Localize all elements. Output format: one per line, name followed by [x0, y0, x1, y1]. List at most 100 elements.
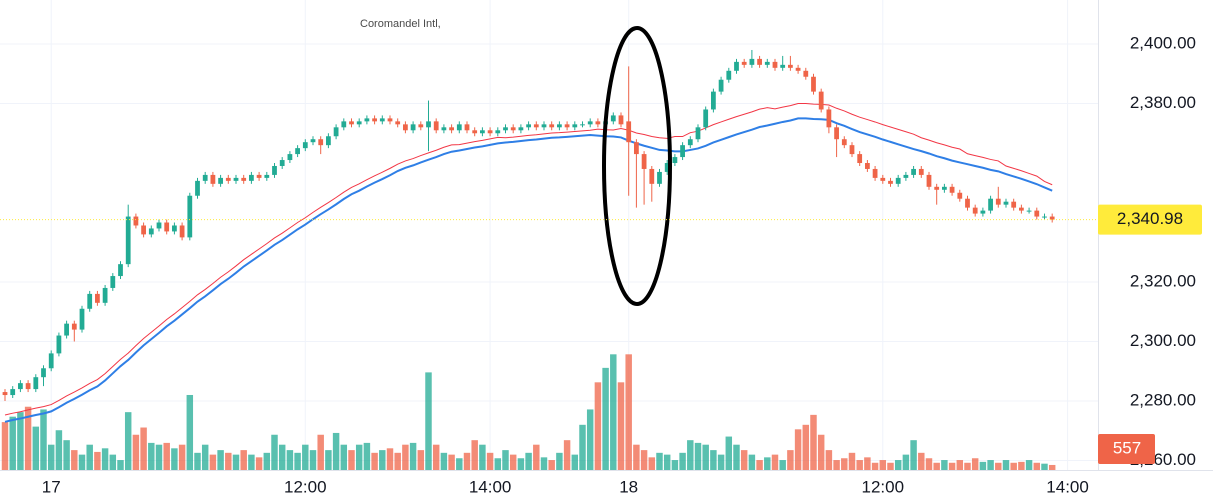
- candle-body: [641, 154, 647, 169]
- volume-bar: [355, 444, 363, 470]
- candle-body: [164, 222, 170, 232]
- volume-bar: [563, 440, 571, 470]
- volume-bar: [956, 460, 964, 470]
- volume-bar: [579, 424, 586, 470]
- candle-body: [703, 109, 709, 128]
- candle-body: [33, 377, 39, 390]
- volume-bar: [910, 440, 917, 470]
- volume-bar: [856, 460, 863, 470]
- candle-body: [841, 139, 847, 146]
- candle-body: [264, 174, 270, 178]
- volume-bar: [894, 460, 902, 470]
- candle-body: [657, 171, 662, 184]
- candle-body: [980, 210, 986, 214]
- candle-body: [156, 222, 162, 229]
- volume-bar: [810, 414, 817, 470]
- candle-body: [1011, 201, 1017, 208]
- candle-body: [865, 163, 870, 169]
- candle-body: [25, 383, 31, 390]
- candle-body: [988, 198, 993, 211]
- volume-bar: [633, 444, 640, 470]
- candle-body: [287, 154, 293, 161]
- candle-body: [788, 64, 793, 68]
- volume-bar: [109, 454, 117, 470]
- candle-body: [464, 124, 470, 131]
- candle-layer: [2, 49, 1055, 401]
- volume-bar: [363, 442, 371, 470]
- volume-bar: [286, 450, 294, 470]
- candle-body: [202, 174, 208, 181]
- volume-bar: [610, 354, 617, 470]
- candle-body: [572, 124, 578, 128]
- volume-bar: [394, 452, 401, 470]
- candle-body: [71, 323, 77, 330]
- volume-bar: [717, 454, 725, 470]
- volume-bar: [640, 450, 648, 470]
- candle-body: [233, 177, 239, 181]
- volume-bar: [271, 434, 278, 470]
- volume-bar: [471, 440, 478, 470]
- volume-bar: [1018, 461, 1025, 470]
- y-tick-label: 2,380.00: [1130, 93, 1196, 112]
- volume-bar: [517, 458, 525, 470]
- last-volume-label: 557: [1113, 438, 1141, 457]
- ma-layer: [4, 103, 1053, 423]
- volume-bar: [794, 429, 802, 470]
- candle-body: [210, 174, 216, 184]
- candle-body: [472, 130, 478, 134]
- candle-body: [48, 353, 54, 369]
- x-tick-label: 14:00: [1046, 477, 1089, 496]
- volume-bar: [47, 444, 55, 470]
- volume-bar: [148, 442, 155, 470]
- volume-bar: [178, 444, 186, 470]
- volume-bar: [594, 382, 602, 470]
- volume-bar: [948, 462, 956, 470]
- candle-body: [634, 142, 639, 155]
- candle-body: [403, 124, 408, 131]
- volume-bar: [586, 409, 594, 470]
- candle-body: [549, 124, 555, 128]
- candle-body: [664, 163, 670, 172]
- candle-body: [526, 124, 531, 128]
- volume-bar: [294, 452, 301, 470]
- volume-bar: [764, 457, 771, 470]
- volume-bar: [309, 450, 317, 470]
- candle-body: [256, 174, 262, 178]
- volume-bar: [71, 450, 78, 470]
- volume-bar: [340, 444, 348, 470]
- candle-body: [2, 392, 8, 396]
- volume-bar: [379, 450, 386, 470]
- volume-bar: [817, 434, 825, 470]
- candle-body: [972, 207, 978, 214]
- candle-body: [225, 177, 231, 181]
- volume-bar: [425, 372, 432, 470]
- candle-body: [672, 157, 678, 164]
- volume-bar: [1, 422, 9, 470]
- volume-bar: [325, 450, 332, 470]
- candle-body: [626, 121, 632, 143]
- volume-bar: [879, 460, 887, 470]
- candle-body: [456, 124, 462, 131]
- volume-bar: [186, 394, 194, 470]
- volume-bar: [94, 451, 101, 470]
- x-tick-label: 14:00: [469, 477, 512, 496]
- volume-bar: [440, 452, 448, 470]
- volume-bar: [702, 444, 709, 470]
- candle-body: [487, 130, 493, 134]
- volume-bar: [902, 454, 910, 470]
- volume-bar: [687, 440, 694, 470]
- volume-bar: [155, 444, 163, 470]
- volume-bar: [887, 462, 894, 470]
- volume-bar: [40, 409, 47, 470]
- candle-body: [795, 67, 801, 71]
- volume-bar: [648, 457, 656, 470]
- volume-bar: [17, 412, 24, 470]
- candle-body: [649, 168, 655, 184]
- volume-bar: [841, 458, 848, 470]
- candle-body: [1026, 210, 1032, 212]
- candle-body: [179, 225, 185, 238]
- candle-body: [949, 186, 955, 193]
- candle-body: [757, 58, 762, 65]
- chart-title: Coromandel Intl,: [360, 18, 441, 30]
- volume-bar: [132, 434, 140, 470]
